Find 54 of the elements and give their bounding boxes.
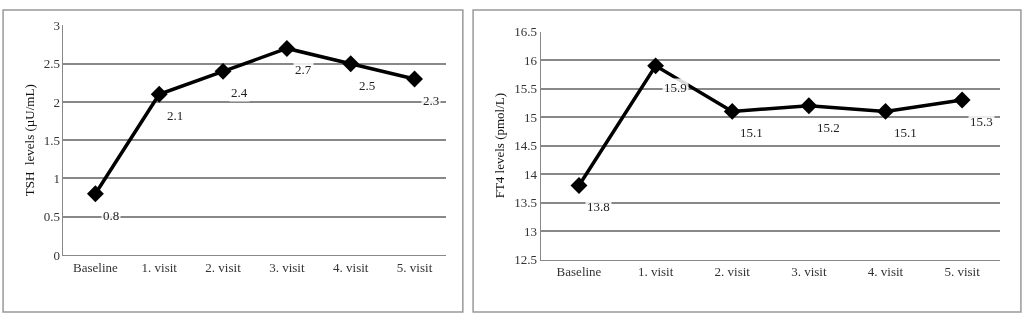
y-tick-label: 14	[524, 166, 538, 182]
x-tick-label: Baseline	[556, 264, 602, 280]
x-tick-label: 4. visit	[333, 259, 369, 275]
data-label: 15.3	[970, 114, 993, 129]
y-tick-label: 3	[53, 18, 60, 34]
x-tick-label: 5. visit	[944, 264, 981, 280]
y-tick-label: 13.5	[514, 195, 538, 211]
point	[647, 57, 665, 75]
y-tick-label: 12.5	[514, 252, 538, 268]
x-tick-label: 2. visit	[205, 259, 242, 275]
point	[570, 177, 588, 194]
point	[214, 62, 232, 80]
x-tick-label: 3. visit	[269, 259, 305, 275]
y-tick-label: 15.5	[514, 81, 538, 97]
y-tick-label: 0.5	[43, 209, 60, 225]
data-label: 2.3	[423, 93, 440, 108]
y-tick-label: 16	[524, 52, 538, 68]
point	[800, 97, 818, 115]
data-label: 15.9	[664, 80, 687, 95]
x-tick-label: Baseline	[73, 259, 119, 275]
y-tick-label: 1	[53, 171, 60, 186]
data-label: 15.1	[894, 125, 917, 140]
x-tick-label: 3. visit	[791, 264, 827, 280]
y-axis-title: FT4 levels (pmol/L)	[492, 92, 508, 199]
y-tick-label: 13	[524, 223, 538, 239]
data-label: 15.2	[817, 120, 840, 135]
data-label: 13.8	[587, 199, 610, 214]
x-tick-label: 5. visit	[396, 259, 433, 275]
x-tick-label: 4. visit	[867, 264, 904, 280]
data-label: 2.7	[295, 62, 312, 77]
data-label: 0.8	[103, 208, 120, 223]
point	[86, 185, 104, 203]
data-label: 2.4	[231, 85, 248, 100]
data-label: 2.5	[359, 78, 376, 93]
y-tick-label: 1.5	[43, 132, 60, 148]
point	[953, 91, 971, 109]
x-tick-label: 2. visit	[714, 264, 751, 280]
point	[877, 102, 894, 120]
data-label: 2.1	[167, 108, 184, 123]
point	[342, 55, 360, 73]
y-tick-label: 0	[53, 247, 60, 263]
y-tick-label: 16.5	[514, 24, 538, 40]
data-label: 15.1	[740, 125, 763, 140]
point	[278, 39, 296, 57]
x-tick-label: 1. visit	[637, 264, 674, 280]
point	[406, 70, 423, 88]
y-tick-label: 15	[524, 109, 538, 125]
y-tick-label: 2.5	[43, 56, 60, 72]
x-tick-label: 1. visit	[141, 259, 178, 275]
y-axis-title: TSH levels (µU/mL)	[21, 84, 37, 197]
point	[723, 102, 741, 120]
point	[150, 85, 168, 103]
y-tick-label: 2	[53, 94, 60, 110]
y-tick-label: 14.5	[514, 138, 538, 154]
